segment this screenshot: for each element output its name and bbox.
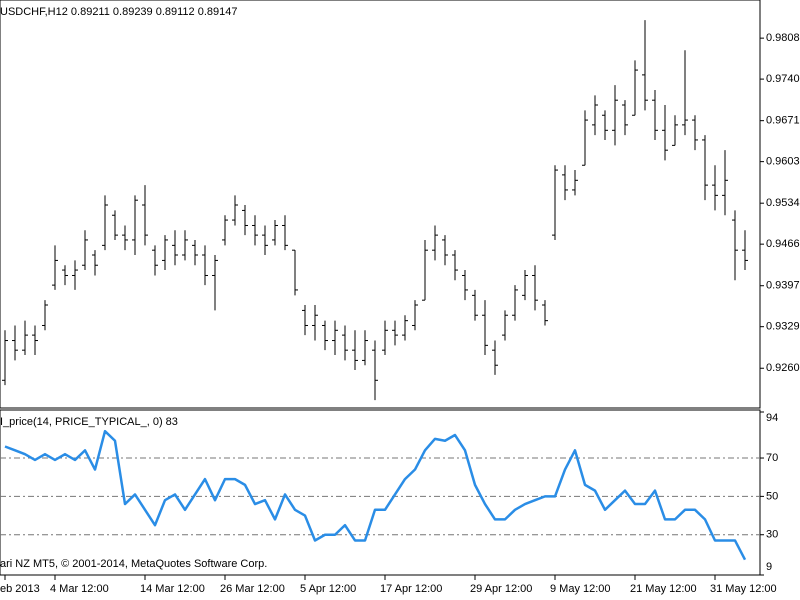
x-tick-label: 14 Mar 12:00 (140, 583, 205, 595)
indicator-line (4, 429, 747, 561)
indicator-panel (0, 409, 761, 576)
y-tick-label: 70 (766, 452, 778, 464)
y-tick-label: 0.9603 (766, 156, 800, 168)
x-tick-label: 29 Apr 12:00 (470, 583, 532, 595)
y-tick-label: 94 (766, 412, 778, 424)
x-tick-label: 21 May 12:00 (630, 583, 697, 595)
x-tick-label: 9 May 12:00 (550, 583, 611, 595)
y-tick-label: 0.9397 (766, 280, 800, 292)
indicator-title: I_price(14, PRICE_TYPICAL_, 0) 83 (0, 416, 178, 428)
y-tick-label: 50 (766, 490, 778, 502)
x-tick-label: 17 Apr 12:00 (380, 583, 442, 595)
y-tick-label: 9 (766, 561, 772, 573)
y-tick-label: 0.9466 (766, 238, 800, 250)
y-tick-label: 0.9260 (766, 362, 800, 374)
x-tick-label: 31 May 12:00 (710, 583, 777, 595)
y-tick-label: 0.9808 (766, 32, 800, 44)
y-tick-label: 0.9740 (766, 73, 800, 85)
copyright: ari NZ MT5, © 2001-2014, MetaQuotes Soft… (0, 558, 267, 570)
x-tick-label: 26 Mar 12:00 (220, 583, 285, 595)
price-title: USDCHF,H12 0.89211 0.89239 0.89112 0.891… (0, 6, 238, 18)
y-tick-label: 30 (766, 529, 778, 541)
x-tick-label: eb 2013 (0, 583, 40, 595)
price-panel (0, 0, 761, 409)
y-tick-label: 0.9534 (766, 197, 800, 209)
x-tick-label: 4 Mar 12:00 (50, 583, 109, 595)
x-tick-label: 5 Apr 12:00 (300, 583, 356, 595)
y-tick-label: 0.9329 (766, 321, 800, 333)
y-tick-label: 0.9671 (766, 115, 800, 127)
